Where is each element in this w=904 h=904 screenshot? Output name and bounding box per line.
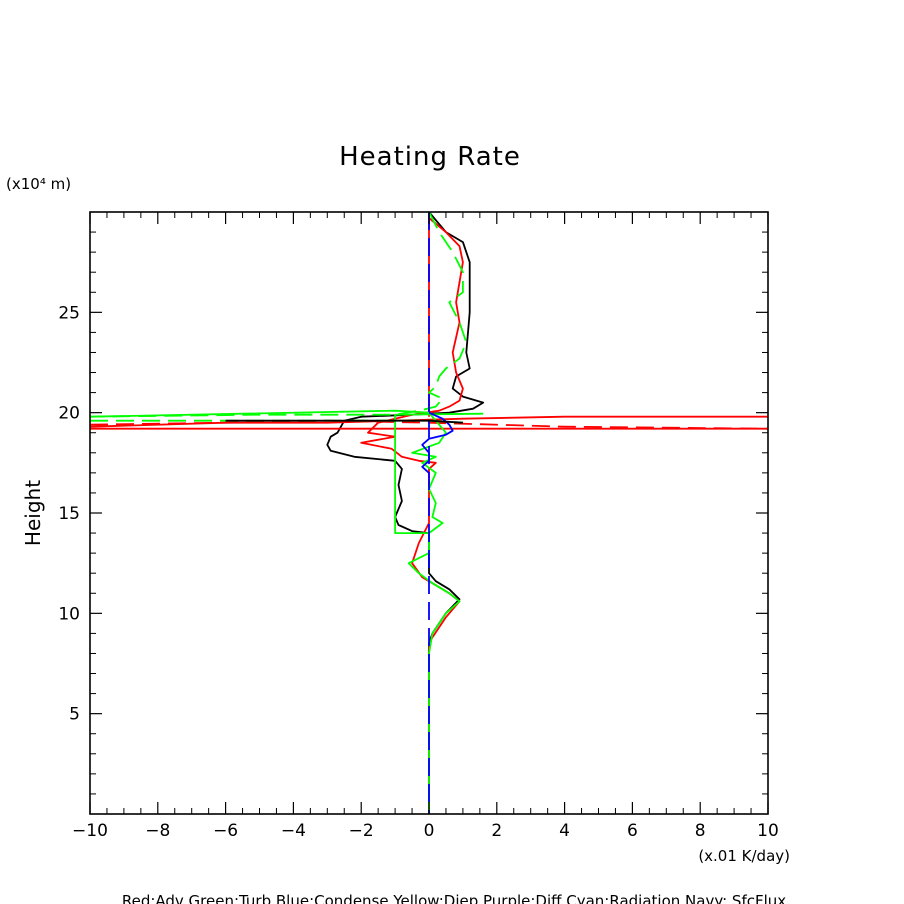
y-tick-label: 10 [58, 604, 80, 624]
series-line-1 [360, 217, 464, 814]
x-tick-label: −4 [281, 821, 306, 841]
x-tick-label: 2 [491, 821, 502, 841]
x-tick-label: −2 [349, 821, 374, 841]
y-axis-label: Height [21, 480, 45, 546]
x-tick-label: −6 [213, 821, 238, 841]
x-tick-label: 6 [627, 821, 638, 841]
y-tick-label: 15 [58, 504, 80, 524]
y-axis-unit: (x10⁴ m) [6, 175, 71, 193]
axes-layer: −10 −8 −6 −4 −2 0 2 4 6 8 10 5 10 15 20 25 [58, 211, 779, 841]
series-layer [90, 212, 768, 814]
x-axis-unit: (x.01 K/day) [698, 847, 790, 865]
x-tick-label: 0 [424, 821, 435, 841]
y-tick-label: 20 [58, 404, 80, 424]
series-line-5 [90, 419, 768, 430]
series-line-9 [407, 533, 461, 814]
series-line-6 [90, 212, 468, 418]
series-line-8 [90, 409, 484, 534]
series-line-11 [421, 411, 454, 474]
series-line-0 [326, 212, 485, 814]
y-tick-label: 5 [69, 705, 80, 725]
x-tick-label: −8 [145, 821, 170, 841]
x-tick-label: 8 [695, 821, 706, 841]
legend-footer: Red:Adv Green:Turb Blue:Condense Yellow:… [122, 892, 786, 904]
x-tick-label: 4 [559, 821, 570, 841]
chart-title: Heating Rate [339, 142, 521, 172]
x-tick-label: −10 [72, 821, 108, 841]
x-tick-label: 10 [757, 821, 779, 841]
series-line-12 [225, 419, 463, 424]
y-tick-label: 25 [58, 303, 80, 323]
